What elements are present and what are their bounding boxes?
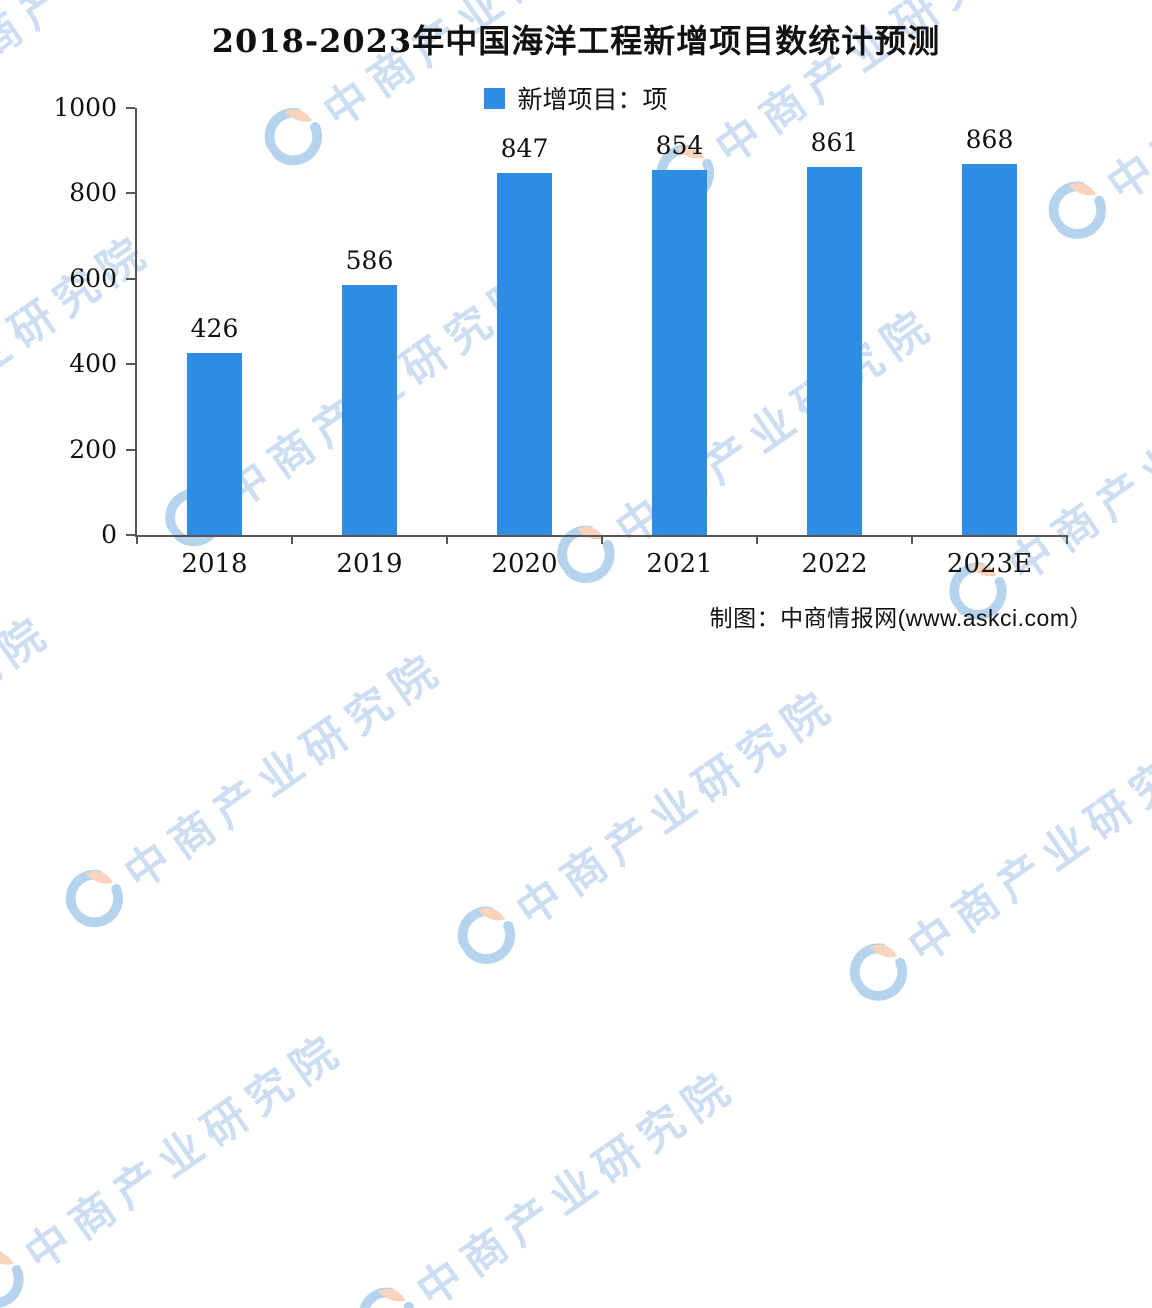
value-label-2023E: 868	[965, 125, 1014, 155]
x-axis-label-2018: 2018	[181, 549, 248, 579]
x-axis-tick	[601, 535, 603, 544]
bar-2020	[497, 173, 552, 535]
bar-chart: 2018-2023年中国海洋工程新增项目数统计预测 新增项目：项 0 200 400…	[0, 22, 1152, 631]
x-axis-tick	[291, 535, 293, 544]
y-axis-tick	[126, 534, 135, 536]
bar-2018	[187, 353, 242, 535]
y-axis-tick-label: 1000	[53, 93, 117, 122]
askci-logo-icon	[358, 1287, 416, 1308]
y-axis-tick-label: 800	[69, 178, 117, 208]
value-label-2018: 426	[190, 314, 239, 344]
askci-logo-icon	[849, 943, 908, 1001]
plot-area: 0 200 400 600 800 1000 426 2018 586 2019 847 2020 85…	[53, 94, 1068, 579]
x-axis-tick	[1066, 535, 1068, 544]
y-axis-tick-label: 400	[69, 349, 117, 379]
y-axis-tick	[126, 363, 135, 366]
watermark-text: 中商产业研究院	[16, 1023, 355, 1281]
x-axis-label-2023E: 2023E	[946, 549, 1033, 579]
x-axis-label-2021: 2021	[646, 549, 713, 579]
watermark-text: 中商产业研究院	[408, 1060, 747, 1308]
bar-2021	[652, 170, 707, 535]
watermark-unit: 中商产业研究院	[837, 706, 1152, 1014]
x-axis-tick	[911, 535, 913, 544]
y-axis-tick	[126, 448, 135, 451]
footer-credit: 制图：中商情报网(www.askci.com）	[709, 605, 1093, 631]
bar-2019	[342, 284, 397, 535]
watermark-unit: 中商产业研究院	[0, 1013, 356, 1308]
askci-logo-icon	[0, 1250, 24, 1308]
x-axis-label-2022: 2022	[801, 549, 868, 579]
watermark-text: 中商产业研究院	[900, 715, 1152, 973]
watermark-unit: 中商产业研究院	[53, 632, 455, 940]
y-axis-tick	[126, 107, 135, 109]
legend: 新增项目：项	[0, 80, 1152, 116]
legend-swatch	[484, 87, 506, 109]
bar-2022	[807, 167, 862, 535]
x-axis-label-2019: 2019	[336, 549, 403, 579]
x-axis-tick	[136, 535, 138, 544]
watermark-unit: 中商产业研究院	[445, 669, 847, 977]
x-axis-tick	[756, 535, 758, 544]
y-axis-tick	[126, 277, 135, 280]
watermark-text: 中商产业研究院	[508, 679, 846, 937]
chart-title: 2018-2023年中国海洋工程新增项目数统计预测	[211, 22, 941, 60]
watermark-text: 中商产业研究院	[115, 642, 454, 900]
value-label-2021: 854	[655, 131, 704, 161]
x-axis-tick	[446, 535, 448, 544]
value-label-2022: 861	[810, 128, 859, 158]
x-axis-label-2020: 2020	[491, 549, 558, 579]
y-axis-tick	[126, 192, 135, 195]
askci-logo-icon	[457, 906, 516, 964]
y-axis-tick-label: 0	[101, 520, 117, 549]
legend-label: 新增项目：项	[517, 86, 668, 114]
y-axis-tick-label: 600	[69, 263, 117, 293]
value-label-2020: 847	[500, 134, 549, 164]
y-axis-tick-label: 200	[69, 434, 117, 464]
value-label-2019: 586	[345, 245, 394, 275]
bar-2023E	[962, 164, 1017, 535]
watermark-unit: 中商产业研究院	[346, 1050, 748, 1308]
askci-logo-icon	[65, 869, 124, 928]
